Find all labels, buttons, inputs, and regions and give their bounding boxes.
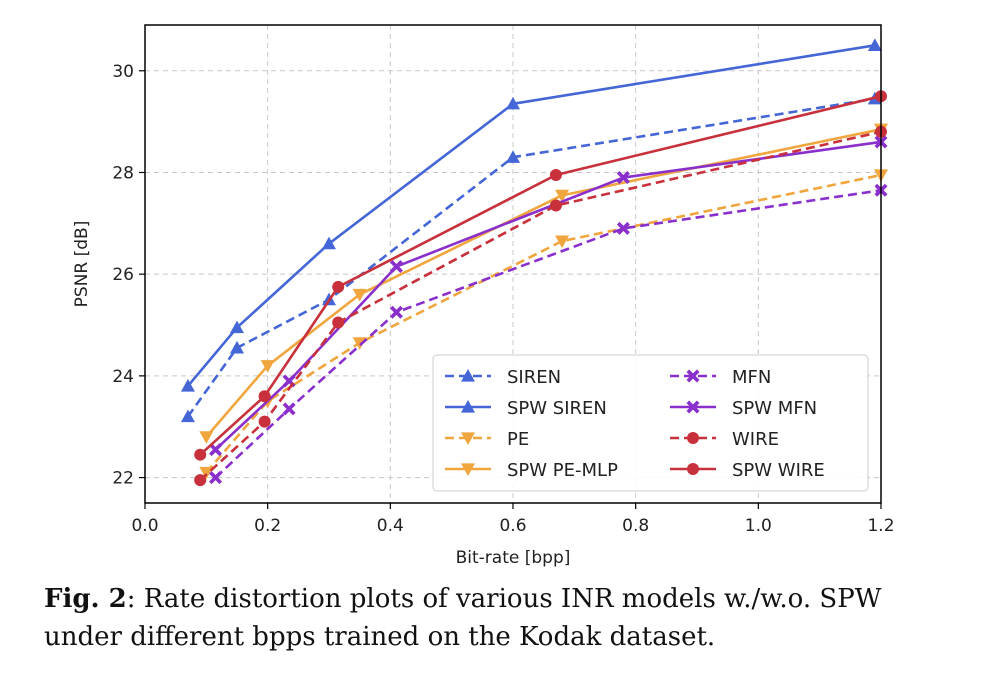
legend-marker-spw-siren xyxy=(461,400,475,413)
data-point-mfn xyxy=(209,471,223,485)
y-tick-label: 28 xyxy=(112,163,134,183)
data-point-wire xyxy=(549,199,562,212)
y-axis-label: PSNR [dB] xyxy=(72,221,92,308)
data-point-mfn xyxy=(616,221,630,235)
rate-distortion-chart: 0.0 0.2 0.4 0.6 0.8 1.0 1.2 22 24 26 28 30 Bit-rate… xyxy=(72,24,895,568)
data-point-spw-siren xyxy=(506,96,520,110)
x-tick-label: 0.0 xyxy=(131,516,158,536)
series-layer xyxy=(180,38,888,487)
x-tick-label: 1.0 xyxy=(745,516,772,536)
data-point-spw-wire xyxy=(194,448,207,461)
data-point-pe xyxy=(352,337,367,350)
data-point-spw-wire xyxy=(258,390,271,403)
legend-label-spw-pe-mlp: SPW PE-MLP xyxy=(507,460,618,481)
series-wire xyxy=(194,125,887,487)
data-point-pe xyxy=(555,235,570,249)
data-point-wire xyxy=(194,474,207,487)
data-point-wire xyxy=(258,415,271,428)
legend-label-pe: PE xyxy=(507,429,529,450)
data-point-mfn xyxy=(389,305,403,319)
data-point-spw-pe-mlp xyxy=(352,288,367,302)
y-tick-label: 22 xyxy=(112,469,134,489)
legend-marker-spw-mfn xyxy=(686,400,700,414)
x-tick-label: 1.2 xyxy=(867,516,894,536)
data-point-spw-pe-mlp xyxy=(260,360,275,373)
data-point-spw-siren xyxy=(230,320,244,334)
legend-marker-spw-wire xyxy=(687,463,699,475)
data-point-pe xyxy=(199,466,214,480)
data-point-spw-mfn xyxy=(389,260,403,274)
data-point-siren xyxy=(230,340,244,354)
data-point-spw-mfn xyxy=(209,443,223,457)
data-point-siren xyxy=(506,150,520,163)
x-axis-label: Bit-rate [bpp] xyxy=(456,548,571,568)
data-point-mfn xyxy=(282,402,296,416)
series-mfn xyxy=(209,183,888,485)
legend: SIREN SPW SIREN PE SPW PE-MLP MFN SPW MFN WIRE… xyxy=(432,354,869,492)
y-tick-label: 30 xyxy=(112,62,134,82)
y-tick-label: 24 xyxy=(112,367,134,387)
legend-marker-wire xyxy=(687,432,699,444)
legend-marker-spw-pe-mlp xyxy=(461,463,475,476)
x-tick-label: 0.6 xyxy=(499,516,526,536)
legend-label-spw-mfn: SPW MFN xyxy=(732,398,817,419)
caption-label: Fig. 2 xyxy=(44,584,127,614)
data-point-spw-siren xyxy=(322,236,336,250)
legend-marker-siren xyxy=(461,369,475,382)
data-point-spw-wire xyxy=(549,169,562,182)
x-tick-label: 0.4 xyxy=(377,516,404,536)
series-spw-siren xyxy=(180,38,882,392)
x-tick-label: 0.8 xyxy=(622,516,649,536)
legend-marker-pe xyxy=(461,432,475,445)
axis-ticks: 0.0 0.2 0.4 0.6 0.8 1.0 1.2 22 24 26 28 30 xyxy=(112,62,894,536)
data-point-spw-pe-mlp xyxy=(199,431,214,444)
legend-marker-mfn xyxy=(686,369,700,383)
data-point-spw-pe-mlp xyxy=(555,189,570,203)
legend-label-wire: WIRE xyxy=(732,429,779,450)
data-point-spw-wire xyxy=(332,280,345,293)
caption-text: : Rate distortion plots of various INR m… xyxy=(44,584,882,652)
data-point-spw-mfn xyxy=(616,171,630,185)
data-point-wire xyxy=(332,316,345,329)
legend-label-mfn: MFN xyxy=(732,367,771,388)
legend-label-siren: SIREN xyxy=(507,367,561,388)
legend-label-spw-wire: SPW WIRE xyxy=(732,460,825,481)
data-point-spw-siren xyxy=(180,379,195,392)
y-tick-label: 26 xyxy=(112,265,134,285)
data-point-siren xyxy=(180,409,195,423)
figure-caption: Fig. 2: Rate distortion plots of various… xyxy=(44,580,944,656)
legend-label-spw-siren: SPW SIREN xyxy=(507,398,607,419)
data-point-spw-siren xyxy=(867,38,882,51)
legend-box xyxy=(432,354,869,492)
x-tick-label: 0.2 xyxy=(254,516,281,536)
